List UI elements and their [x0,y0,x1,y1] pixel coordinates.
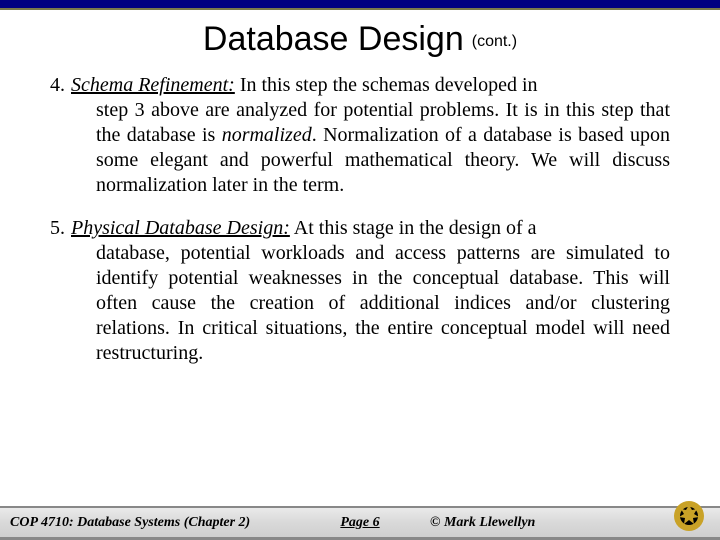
item-first-line: Schema Refinement: In this step the sche… [71,73,538,98]
item-rest: step 3 above are analyzed for potential … [96,98,670,198]
footer-page: Page 6 [340,515,379,531]
footer-course: COP 4710: Database Systems (Chapter 2) [10,515,250,531]
list-item: 5. Physical Database Design: At this sta… [50,216,670,366]
item-number: 4. [50,73,65,98]
item-rest: database, potential workloads and access… [96,241,670,366]
slide-title: Database Design [203,20,464,58]
item-heading: Physical Database Design: [71,217,290,239]
slide-footer: COP 4710: Database Systems (Chapter 2) P… [0,506,720,540]
item-number: 5. [50,216,65,241]
slide-title-cont: (cont.) [472,33,517,50]
slide-title-area: Database Design (cont.) [0,20,720,59]
slide-body: 4. Schema Refinement: In this step the s… [0,59,720,366]
ucf-logo-icon [672,499,706,533]
item-heading: Schema Refinement: [71,74,235,96]
top-accent-bar [0,0,720,10]
item-first-line: Physical Database Design: At this stage … [71,216,537,241]
list-item: 4. Schema Refinement: In this step the s… [50,73,670,198]
footer-copyright: © Mark Llewellyn [430,515,535,531]
item-first-tail: At this stage in the design of a [290,217,537,239]
item-first-tail: In this step the schemas developed in [235,74,538,96]
